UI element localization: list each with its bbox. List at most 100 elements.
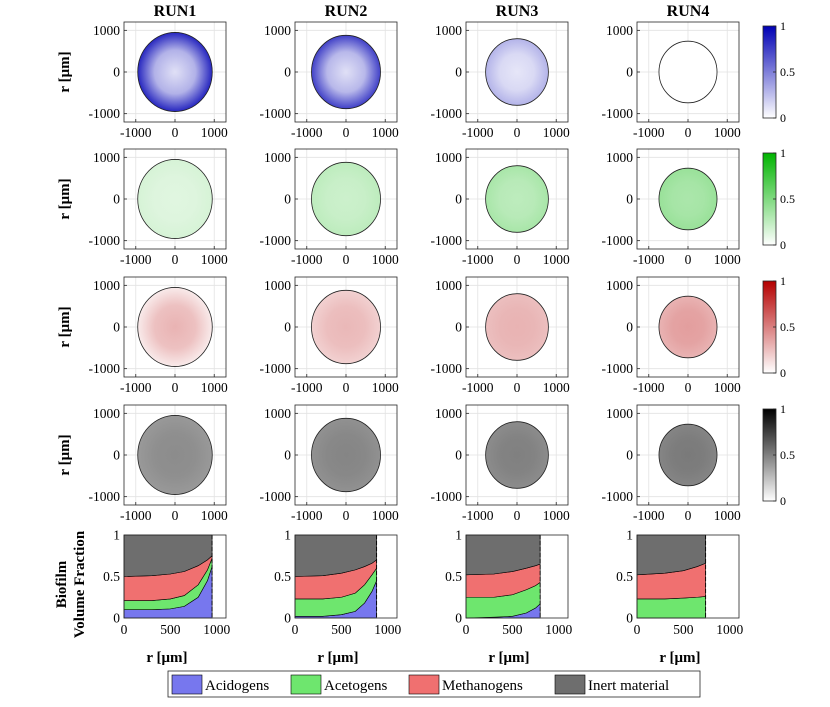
- map-panel-acidogens-run3: -1000 0 1000 -1000 0 1000: [431, 21, 570, 140]
- map-y-tick-label: -1000: [602, 489, 634, 504]
- map-y-tick-label: 0: [113, 448, 120, 463]
- map-x-tick-label: 0: [172, 380, 179, 395]
- column-title-run1: RUN1: [154, 3, 197, 20]
- map-x-tick-label: 1000: [714, 125, 741, 140]
- map-row-ylabel: r [μm]: [57, 178, 73, 219]
- map-x-tick-label: 0: [685, 380, 692, 395]
- colorbar-tick-label: 0: [780, 238, 786, 252]
- map-y-tick-label: 1000: [606, 278, 633, 293]
- colorbar-methanogens: 10.50: [762, 274, 795, 380]
- profile-panel-run2: 0 500 1000 0 0.5 1 r [μm]: [274, 528, 401, 667]
- profile-frame: [294, 534, 398, 619]
- colorbar-tick-label: 1: [780, 19, 786, 33]
- map-y-tick-label: 1000: [264, 406, 291, 421]
- biofilm-disk: [658, 40, 718, 104]
- map-y-tick-label: 1000: [264, 278, 291, 293]
- map-x-tick-label: 1000: [201, 252, 228, 267]
- map-x-tick-label: 1000: [543, 125, 570, 140]
- map-x-tick-label: 1000: [201, 125, 228, 140]
- map-y-tick-label: 1000: [93, 150, 120, 165]
- map-x-tick-label: 1000: [201, 380, 228, 395]
- legend: Acidogens Acetogens Methanogens Inert mater…: [167, 670, 701, 698]
- profile-x-tick-label: 1000: [545, 622, 572, 637]
- map-x-tick-label: 0: [172, 252, 179, 267]
- map-x-tick-label: 1000: [372, 508, 399, 523]
- legend-swatch: [171, 674, 203, 695]
- map-x-tick-label: 0: [685, 508, 692, 523]
- map-y-tick-label: 1000: [93, 406, 120, 421]
- profile-y-tick-label: 0.5: [616, 569, 633, 584]
- profile-x-tick-label: 1000: [203, 622, 230, 637]
- colorbar-tick-label: 0.5: [780, 448, 795, 462]
- map-y-tick-label: 0: [113, 65, 120, 80]
- profile-y-tick-label: 0.5: [445, 569, 462, 584]
- map-x-tick-label: 1000: [714, 380, 741, 395]
- map-panel-acetogens-run2: -1000 0 1000 -1000 0 1000: [260, 148, 399, 267]
- map-row-ylabel: r [μm]: [57, 51, 73, 92]
- map-x-tick-label: 0: [685, 252, 692, 267]
- biofilm-disk: [311, 417, 381, 493]
- profile-y-tick-label: 1: [113, 528, 120, 543]
- map-x-tick-label: -1000: [291, 125, 323, 140]
- map-panel-inert-material-run4: -1000 0 1000 -1000 0 1000: [602, 404, 741, 523]
- profile-x-tick-label: 0: [121, 622, 128, 637]
- map-y-tick-label: 0: [626, 448, 633, 463]
- map-panel-inert-material-run3: -1000 0 1000 -1000 0 1000: [431, 404, 570, 523]
- map-panel-acetogens-run3: -1000 0 1000 -1000 0 1000: [431, 148, 570, 267]
- map-x-tick-label: -1000: [462, 380, 494, 395]
- map-row-ylabel: r [μm]: [57, 306, 73, 347]
- map-x-tick-label: 0: [685, 125, 692, 140]
- profile-y-tick-label: 1: [284, 528, 291, 543]
- map-x-tick-label: -1000: [633, 380, 665, 395]
- map-y-tick-label: 0: [626, 65, 633, 80]
- map-y-tick-label: -1000: [260, 233, 292, 248]
- map-x-tick-label: -1000: [633, 508, 665, 523]
- colorbar-acidogens: 10.50: [762, 19, 795, 125]
- map-panel-methanogens-run3: -1000 0 1000 -1000 0 1000: [431, 276, 570, 395]
- map-y-tick-label: -1000: [89, 106, 121, 121]
- map-x-tick-label: 1000: [372, 252, 399, 267]
- map-panel-inert-material-run2: -1000 0 1000 -1000 0 1000: [260, 404, 399, 523]
- acetogens-area: [636, 596, 706, 619]
- colorbar-tick-label: 0: [780, 111, 786, 125]
- map-x-tick-label: 0: [343, 508, 350, 523]
- map-x-tick-label: 0: [343, 252, 350, 267]
- legend-entry: Acetogens: [324, 678, 387, 694]
- map-x-tick-label: 1000: [714, 252, 741, 267]
- map-row-ylabel: r [μm]: [57, 434, 73, 475]
- map-panel-acetogens-run1: -1000 0 1000 -1000 0 1000: [89, 148, 228, 267]
- map-x-tick-label: 1000: [201, 508, 228, 523]
- profile-x-tick-label: 1000: [716, 622, 743, 637]
- map-x-tick-label: 0: [514, 380, 521, 395]
- map-y-tick-label: 1000: [93, 278, 120, 293]
- biofilm-disk: [137, 415, 213, 495]
- map-panel-acetogens-run4: -1000 0 1000 -1000 0 1000: [602, 148, 741, 267]
- column-title-run4: RUN4: [667, 3, 710, 20]
- map-x-tick-label: -1000: [291, 380, 323, 395]
- map-x-tick-label: -1000: [462, 125, 494, 140]
- biofilm-disk: [485, 165, 549, 233]
- column-title-run3: RUN3: [496, 3, 539, 20]
- map-y-tick-label: 0: [626, 320, 633, 335]
- colorbar-tick-label: 0: [780, 366, 786, 380]
- legend-entry: Inert material: [588, 678, 669, 694]
- map-x-tick-label: 1000: [543, 508, 570, 523]
- map-y-tick-label: 0: [455, 320, 462, 335]
- profile-y-tick-label: 0.5: [274, 569, 291, 584]
- map-y-tick-label: 1000: [435, 150, 462, 165]
- biofilm-disk: [658, 167, 718, 231]
- profile-ylabel-line1: Biofilm: [54, 560, 70, 608]
- map-x-tick-label: 0: [343, 125, 350, 140]
- legend-entry: Methanogens: [442, 678, 523, 694]
- colorbar-inert-material: 10.50: [762, 402, 795, 508]
- profile-frame: [123, 534, 227, 619]
- colorbar-acetogens: 10.50: [762, 146, 795, 252]
- map-y-tick-label: 1000: [93, 23, 120, 38]
- map-panel-methanogens-run1: -1000 0 1000 -1000 0 1000: [89, 276, 228, 395]
- map-x-tick-label: 1000: [372, 380, 399, 395]
- map-x-tick-label: -1000: [633, 252, 665, 267]
- map-y-tick-label: 1000: [264, 23, 291, 38]
- profile-y-tick-label: 0: [626, 611, 633, 626]
- map-panel-methanogens-run2: -1000 0 1000 -1000 0 1000: [260, 276, 399, 395]
- map-x-tick-label: -1000: [120, 380, 152, 395]
